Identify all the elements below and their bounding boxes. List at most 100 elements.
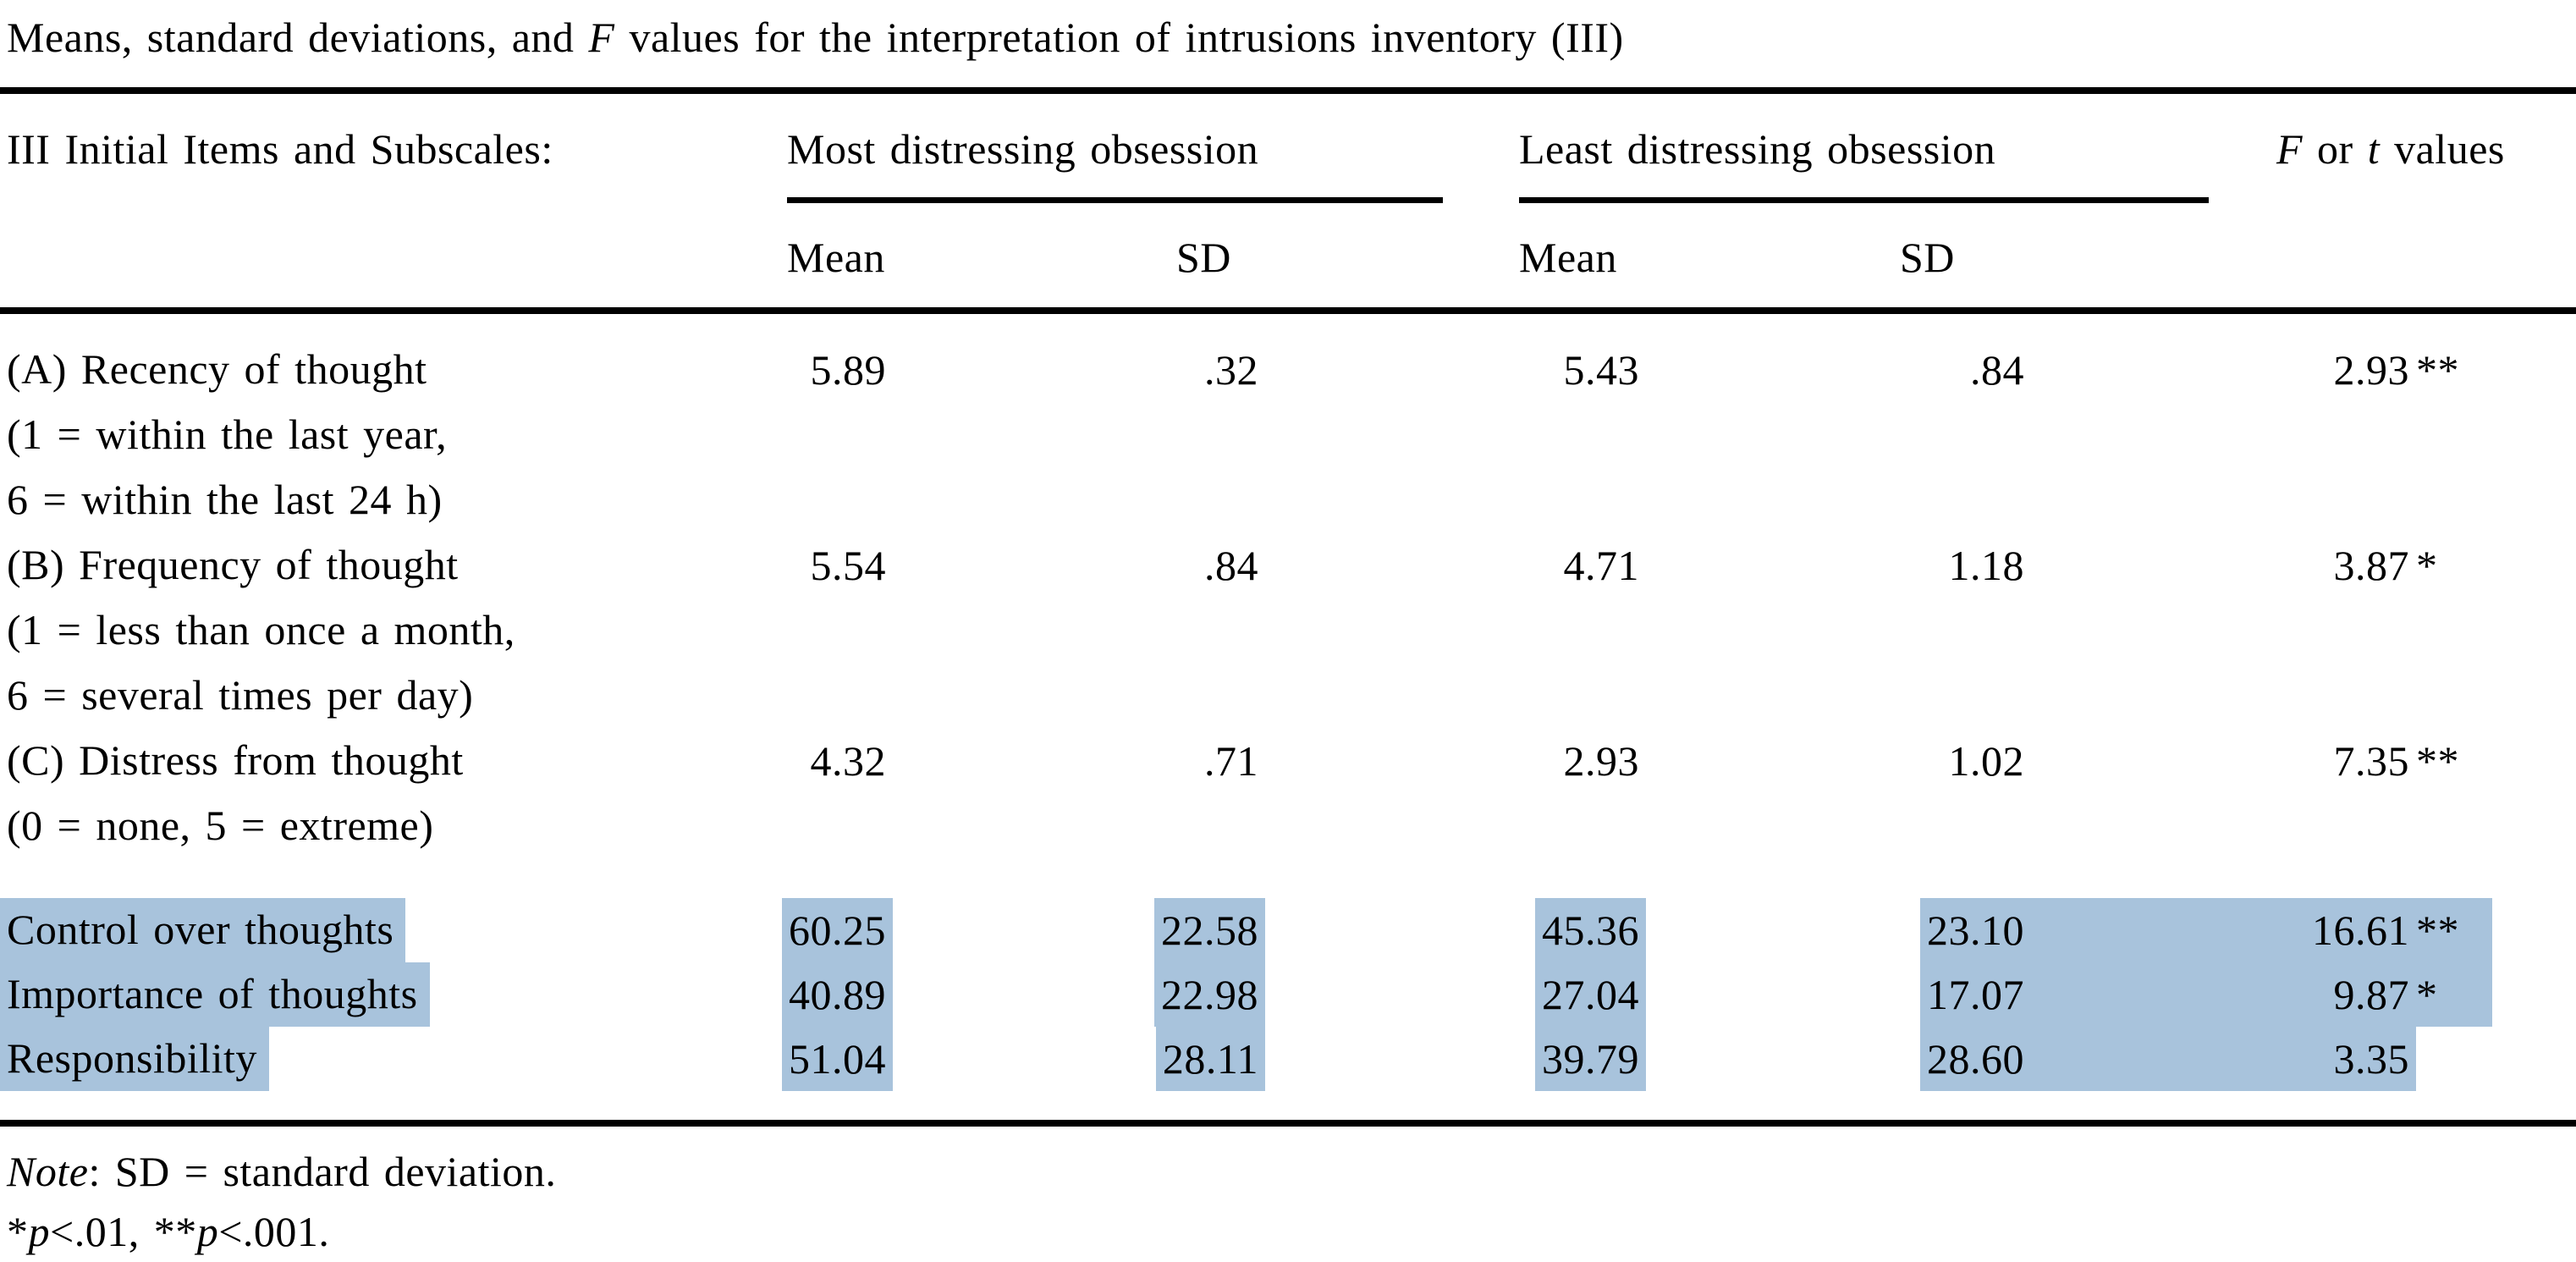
header-text: or [2303, 125, 2368, 173]
value: 16.61 [2031, 898, 2416, 962]
table-row-distress: (C) Distress from thought (0 = none, 5 =… [0, 729, 2576, 859]
row-label-line: (0 = none, 5 = extreme) [0, 794, 770, 859]
value: .84 [1204, 542, 1258, 589]
row-label-text: Importance of thoughts [0, 962, 430, 1027]
cell-least-sd: 17.07 [1646, 962, 2031, 1027]
cell-f-value: 3.35 [2031, 1027, 2492, 1091]
cell-f-value: 2.93 ** [2031, 338, 2492, 403]
value: .32 [1204, 346, 1258, 394]
cell-f-value: 7.35 ** [2031, 729, 2492, 794]
value: .71 [1204, 737, 1258, 785]
value: 4.71 [1563, 542, 1639, 589]
column-header-stub: III Initial Items and Subscales: [7, 125, 553, 173]
significance-stars: ** [2416, 898, 2492, 962]
note-text: <.001. [218, 1208, 330, 1255]
value: .84 [1970, 346, 2024, 394]
value: 7.35 [2333, 737, 2409, 785]
cell-least-mean: 2.93 [1265, 729, 1646, 794]
value: 17.07 [1920, 962, 2031, 1027]
subheader-mean-most: Mean [787, 234, 885, 281]
p-symbol: p [196, 1208, 219, 1255]
note-text: : SD = standard deviation. [88, 1148, 557, 1195]
cell-most-mean: 5.54 [770, 533, 893, 598]
table-row-frequency: (B) Frequency of thought (1 = less than … [0, 533, 2576, 729]
row-label-cell: (B) Frequency of thought (1 = less than … [0, 533, 770, 729]
table-footnotes: Note: SD = standard deviation. * p <.01, *… [0, 1142, 2576, 1262]
row-label-line: 6 = within the last 24 h) [0, 468, 770, 533]
cell-least-mean: 27.04 [1265, 962, 1646, 1027]
row-label-cell: (A) Recency of thought (1 = within the l… [0, 338, 770, 533]
significance-stars: ** [2416, 346, 2459, 394]
value: 3.87 [2333, 542, 2409, 589]
row-label-line: 6 = several times per day) [0, 664, 770, 729]
title-text: Means, standard deviations, and [7, 14, 589, 61]
star-symbol: ** [153, 1208, 197, 1255]
row-label-text: 6 = within the last 24 h) [7, 476, 443, 523]
note-line: Note: SD = standard deviation. [7, 1142, 2576, 1202]
group2-underline [1519, 197, 2209, 203]
note-text: <.01, [50, 1208, 154, 1255]
cell-most-mean: 5.89 [770, 338, 893, 403]
cell-least-mean: 4.71 [1265, 533, 1646, 598]
paper-table-page: Means, standard deviations, and F values… [0, 7, 2576, 1255]
value: 22.98 [1154, 962, 1265, 1027]
value: 39.79 [1535, 1027, 1646, 1091]
column-header-least-distressing: Least distressing obsession [1519, 125, 1996, 173]
value: 27.04 [1535, 962, 1646, 1027]
row-label-text: (1 = less than once a month, [7, 606, 515, 653]
row-label-cell: Importance of thoughts [0, 962, 770, 1027]
row-label-cell: (C) Distress from thought (0 = none, 5 =… [0, 729, 770, 859]
column-header-f-or-t-values: F or t values [2276, 118, 2505, 180]
table-title: Means, standard deviations, and F values… [7, 7, 1624, 69]
top-rule [0, 87, 2576, 94]
row-label-line: (1 = within the last year, [0, 403, 770, 468]
f-symbol: F [2276, 125, 2304, 173]
cell-most-sd: .32 [893, 338, 1265, 403]
bottom-rule [0, 1120, 2576, 1127]
row-label-cell: Control over thoughts [0, 898, 770, 962]
header-bottom-rule [0, 307, 2576, 314]
title-text: values for the interpretation of intrusi… [614, 14, 1624, 61]
value: 1.18 [1948, 542, 2024, 589]
note-word: Note [7, 1148, 89, 1195]
table-row-responsibility-highlighted: Responsibility 51.04 28.11 39.79 28.60 3… [0, 1027, 2576, 1091]
star-symbol: * [7, 1208, 29, 1255]
subheader-mean-least: Mean [1519, 234, 1617, 281]
table-body: (A) Recency of thought (1 = within the l… [0, 314, 2576, 1091]
cell-least-sd: .84 [1646, 338, 2031, 403]
row-label-line: (A) Recency of thought [0, 338, 770, 403]
cell-least-mean: 39.79 [1265, 1027, 1646, 1091]
value: 9.87 [2031, 962, 2416, 1027]
cell-f-value: 3.87 * [2031, 533, 2492, 598]
significance-stars: * [2416, 962, 2492, 1027]
row-label-text: Responsibility [0, 1027, 269, 1091]
cell-f-value: 16.61 ** [2031, 898, 2492, 962]
row-label-line: (C) Distress from thought [0, 729, 770, 794]
row-label-line: (B) Frequency of thought [0, 533, 770, 598]
cell-most-sd: .71 [893, 729, 1265, 794]
cell-least-sd: 1.18 [1646, 533, 2031, 598]
subheader-sd-least: SD [1900, 234, 1955, 281]
subheader-sd-most: SD [1176, 234, 1231, 281]
value: 5.89 [810, 346, 886, 394]
value: 5.43 [1563, 346, 1639, 394]
cell-least-sd: 28.60 [1646, 1027, 2031, 1091]
table-row-recency: (A) Recency of thought (1 = within the l… [0, 338, 2576, 533]
row-label-text: 6 = several times per day) [7, 671, 474, 719]
group1-underline [787, 197, 1443, 203]
value: 5.54 [810, 542, 886, 589]
row-label-line: (1 = less than once a month, [0, 598, 770, 664]
value: 2.93 [1563, 737, 1639, 785]
row-label-text: (C) Distress from thought [7, 736, 464, 784]
table-row-control-highlighted: Control over thoughts 60.25 22.58 45.36 … [0, 898, 2576, 962]
cell-most-mean: 40.89 [770, 962, 893, 1027]
cell-most-sd: 22.58 [893, 898, 1265, 962]
cell-most-sd: 22.98 [893, 962, 1265, 1027]
t-symbol: t [2367, 125, 2381, 173]
cell-f-value: 9.87 * [2031, 962, 2492, 1027]
value: 2.93 [2333, 346, 2409, 394]
value: 3.35 [2031, 1027, 2416, 1091]
value: 1.02 [1948, 737, 2024, 785]
value: 40.89 [782, 962, 893, 1027]
cell-least-sd: 23.10 [1646, 898, 2031, 962]
